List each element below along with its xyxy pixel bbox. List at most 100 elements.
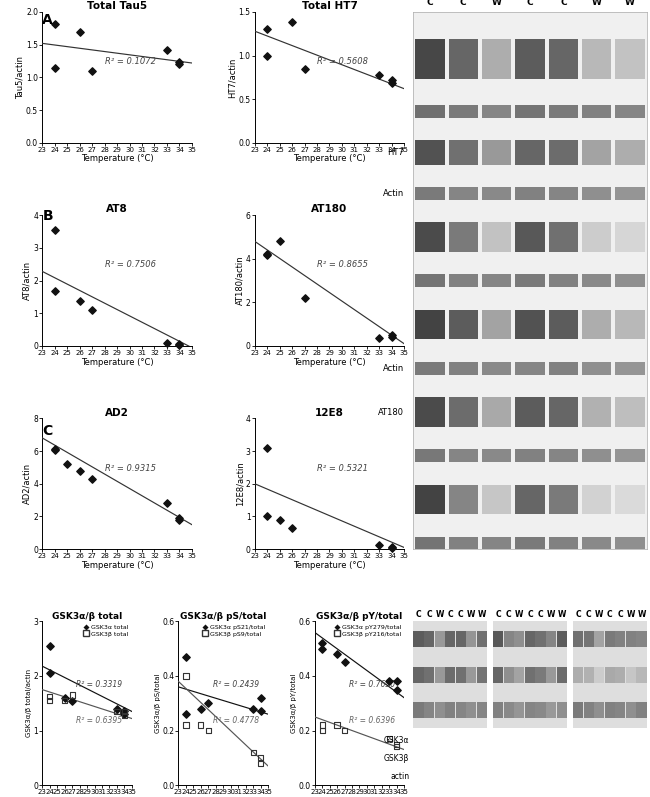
Point — [59, 692, 70, 705]
Point — [332, 648, 343, 661]
Bar — [466, 702, 476, 718]
Bar — [456, 631, 466, 647]
Text: GSK3α: GSK3α — [384, 736, 410, 745]
Bar — [584, 631, 593, 647]
Bar — [582, 450, 612, 462]
Bar — [448, 186, 478, 200]
Point — [255, 752, 266, 764]
Bar — [549, 362, 578, 375]
Text: R² = 0.1072: R² = 0.1072 — [105, 57, 156, 66]
Point — [391, 738, 402, 751]
Text: R² = 0.8655: R² = 0.8655 — [317, 261, 369, 269]
Point — [387, 77, 397, 90]
Bar — [482, 186, 512, 200]
Text: actin: actin — [391, 771, 410, 781]
Point — [387, 73, 397, 86]
Point — [181, 708, 191, 720]
Point — [387, 328, 397, 341]
Bar — [549, 140, 578, 164]
Point — [374, 539, 385, 552]
Text: Actin: Actin — [383, 277, 404, 285]
Bar — [515, 274, 545, 288]
Bar — [616, 309, 645, 340]
Point — [339, 724, 350, 737]
Text: Actin: Actin — [383, 363, 404, 373]
Bar — [424, 702, 434, 718]
Point — [181, 650, 191, 663]
Bar — [616, 362, 645, 375]
Point — [248, 702, 258, 715]
Text: R² = 0.9315: R² = 0.9315 — [105, 464, 156, 473]
Y-axis label: HT7/actin: HT7/actin — [228, 57, 237, 97]
Point — [262, 49, 272, 62]
Title: 12E8: 12E8 — [315, 407, 344, 418]
Bar — [445, 702, 455, 718]
Point — [44, 667, 55, 680]
Bar — [616, 536, 645, 550]
Bar — [616, 186, 645, 200]
Point — [174, 512, 185, 524]
Point — [119, 705, 129, 718]
Point — [49, 443, 60, 456]
Bar — [493, 631, 503, 647]
Text: A: A — [42, 13, 53, 27]
Bar — [616, 702, 625, 718]
Text: C: C — [447, 611, 453, 619]
Legend: GSK3α total, GSK3β total: GSK3α total, GSK3β total — [83, 625, 129, 637]
Bar — [556, 666, 567, 683]
Point — [75, 26, 85, 38]
Text: C: C — [618, 611, 623, 619]
Bar — [549, 450, 578, 462]
Bar — [482, 536, 512, 550]
Bar — [636, 666, 647, 683]
Point — [255, 757, 266, 770]
Bar — [604, 631, 615, 647]
Text: Actin: Actin — [383, 451, 404, 461]
Bar — [415, 485, 445, 515]
X-axis label: Temperature (°C): Temperature (°C) — [81, 561, 153, 570]
Bar — [549, 105, 578, 119]
Bar — [424, 666, 434, 683]
Point — [317, 637, 328, 650]
Point — [384, 732, 395, 745]
Bar — [448, 39, 478, 79]
Bar — [482, 485, 512, 515]
Bar — [636, 702, 647, 718]
Text: AT180: AT180 — [378, 407, 404, 417]
Point — [287, 521, 297, 534]
Point — [262, 510, 272, 523]
Text: C: C — [586, 611, 592, 619]
Bar — [616, 666, 625, 683]
Point — [374, 69, 385, 81]
Text: R² = 0.4778: R² = 0.4778 — [213, 716, 259, 725]
Bar — [594, 702, 604, 718]
Bar — [415, 222, 445, 252]
Bar — [413, 666, 424, 683]
Point — [44, 640, 55, 653]
Point — [181, 669, 191, 682]
Point — [44, 690, 55, 703]
Point — [300, 292, 310, 304]
Bar — [515, 39, 545, 79]
Bar — [616, 274, 645, 288]
Bar — [515, 105, 545, 119]
Bar — [573, 702, 583, 718]
Title: AT180: AT180 — [311, 204, 348, 214]
Bar — [573, 666, 583, 683]
Point — [44, 694, 55, 707]
Text: R² = 0.3319: R² = 0.3319 — [76, 680, 122, 689]
Bar — [448, 105, 478, 119]
Bar — [582, 222, 612, 252]
Point — [317, 642, 328, 655]
Bar — [582, 309, 612, 340]
Bar — [515, 450, 545, 462]
Bar — [415, 186, 445, 200]
Y-axis label: 12E8/actin: 12E8/actin — [235, 461, 244, 506]
Bar — [582, 274, 612, 288]
Point — [119, 705, 129, 718]
Bar — [415, 362, 445, 375]
Bar — [434, 666, 445, 683]
Bar — [626, 702, 636, 718]
Text: GSK3β: GSK3β — [384, 754, 410, 763]
Point — [112, 705, 122, 718]
